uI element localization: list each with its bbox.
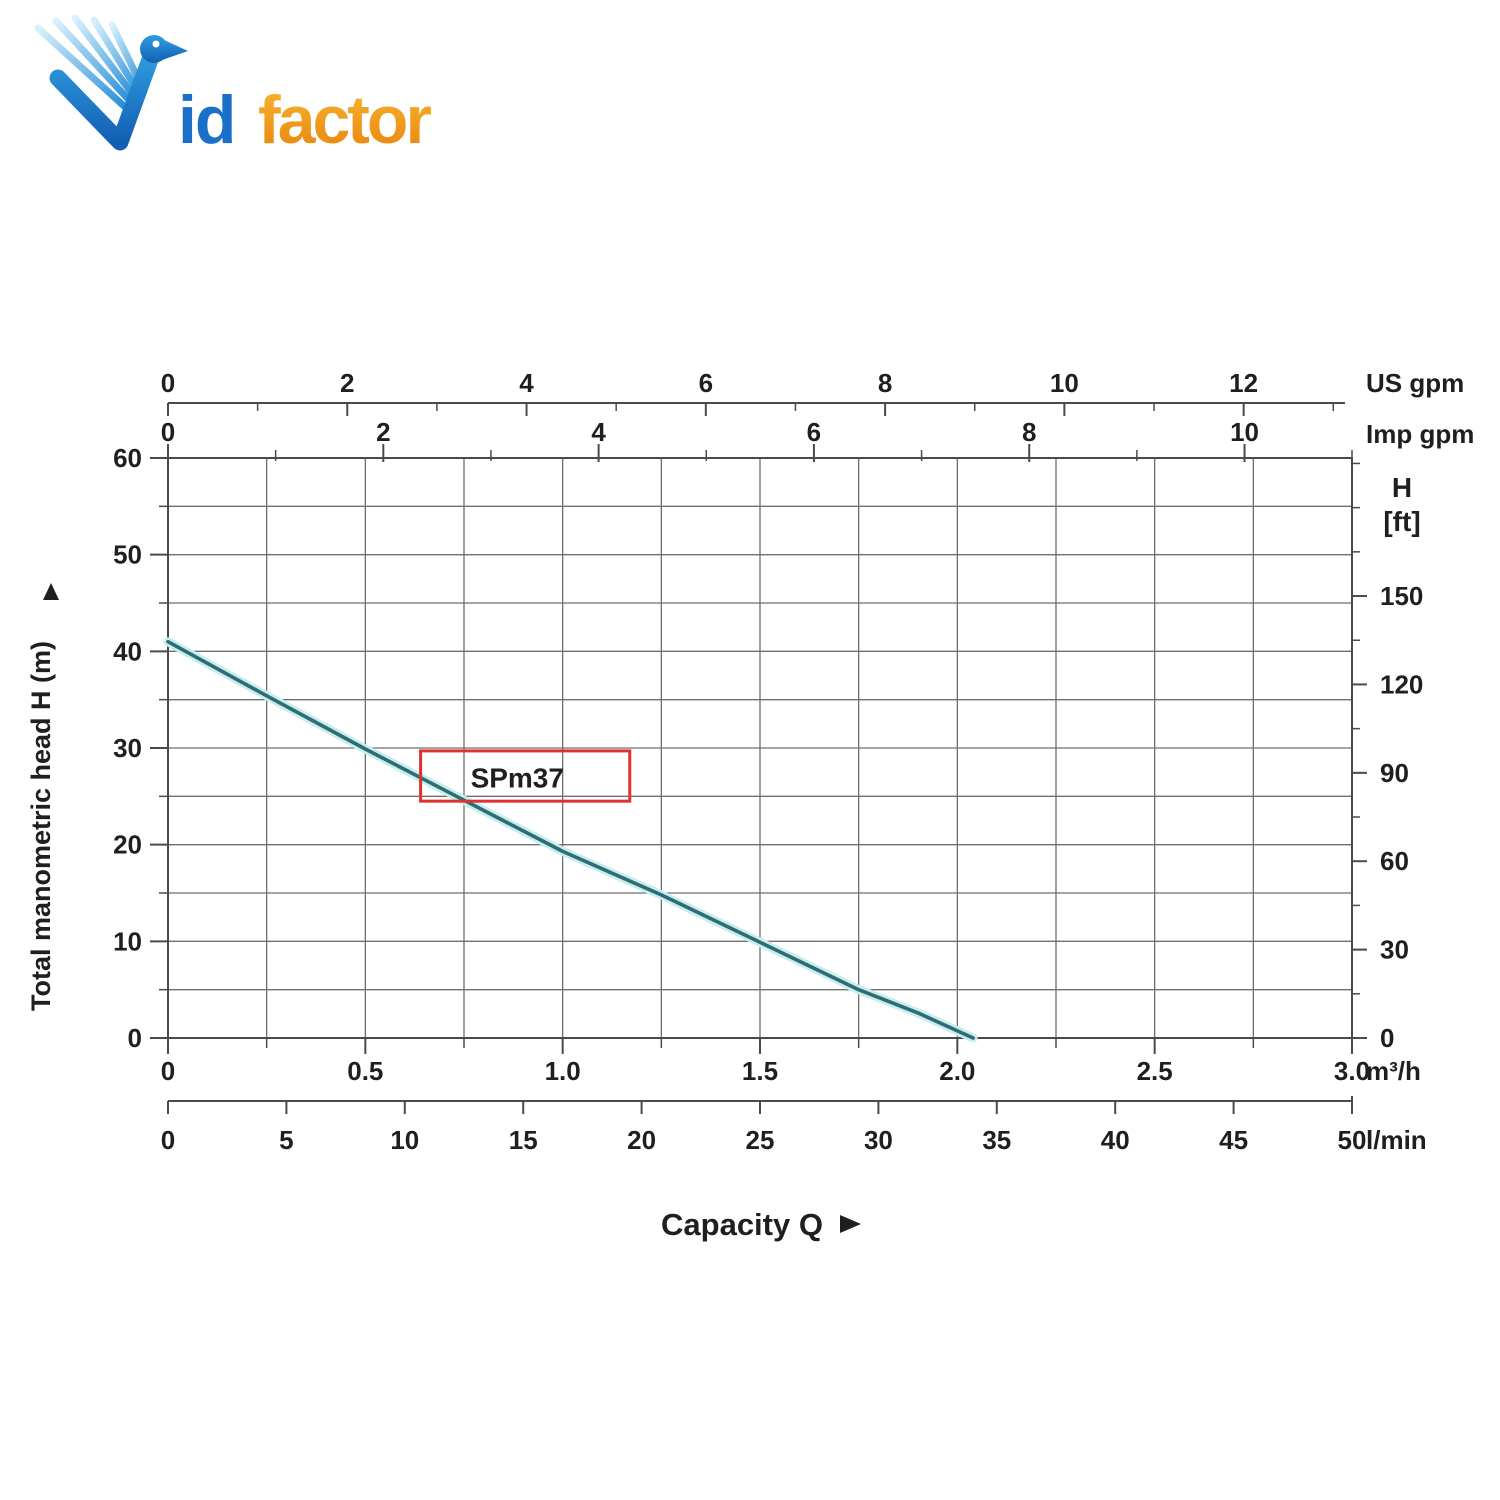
- y-axis-title: Total manometric head H (m): [26, 641, 56, 1011]
- tick-label: 2.0: [939, 1056, 975, 1086]
- tick-label: 50: [113, 540, 142, 570]
- tick-label: 8: [1022, 417, 1036, 447]
- tick-label: 3.0: [1334, 1056, 1370, 1086]
- tick-label: 30: [1380, 935, 1409, 965]
- tick-label: 45: [1219, 1125, 1248, 1155]
- tick-label: 1.0: [545, 1056, 581, 1086]
- pump-curve-halo: [163, 637, 978, 1043]
- tick-label: 35: [982, 1125, 1011, 1155]
- tick-label: 5: [279, 1125, 293, 1155]
- tick-label: 20: [113, 830, 142, 860]
- tick-label: 30: [864, 1125, 893, 1155]
- tick-label: 120: [1380, 669, 1423, 699]
- axis-us-gpm: 0 2 4 6 8 10 12 US gpm: [161, 368, 1464, 416]
- logo-text-factor: factor: [258, 82, 431, 158]
- tick-label: 12: [1229, 368, 1258, 398]
- tick-label: 10: [113, 926, 142, 956]
- tick-label: 20: [627, 1125, 656, 1155]
- vidfactor-logo: id factor: [34, 14, 434, 158]
- axis-unit-label: [ft]: [1383, 506, 1420, 537]
- tick-label: 4: [519, 368, 534, 398]
- tick-label: 4: [591, 417, 606, 447]
- logo-text-id: id: [178, 82, 234, 158]
- tick-label: 10: [390, 1125, 419, 1155]
- tick-label: 2.5: [1137, 1056, 1173, 1086]
- tick-label: 0: [128, 1023, 142, 1053]
- up-arrow-icon: [43, 583, 59, 600]
- capacity-label: Capacity Q: [661, 1207, 823, 1242]
- tick-label: 0: [161, 417, 175, 447]
- axis-m3h: 0 0.5 1.0 1.5 2.0 2.5 3.0m³/h: [161, 1038, 1421, 1086]
- tick-label: 50: [1338, 1125, 1367, 1155]
- tick-label: 0: [1380, 1023, 1394, 1053]
- tick-label: 150: [1380, 581, 1423, 611]
- tick-label: 0: [161, 368, 175, 398]
- axis-head-ft: 0 30 60 90 120 150 H[ft]: [1352, 462, 1423, 1053]
- grid: [168, 458, 1352, 1038]
- axis-unit-label: l/min: [1366, 1125, 1427, 1155]
- axis-unit-label: US gpm: [1366, 368, 1464, 398]
- tick-label: 10: [1050, 368, 1079, 398]
- axis-imp-gpm: 0 2 4 6 8 10 Imp gpm: [161, 417, 1474, 462]
- tick-label: 60: [113, 443, 142, 473]
- tick-label: 90: [1380, 758, 1409, 788]
- axis-lmin: 0 5 10 15 20 25 30 35 40 45 50 l/min: [161, 1096, 1427, 1155]
- tick-label: 0.5: [347, 1056, 383, 1086]
- bird-icon: [34, 14, 188, 151]
- tick-label: 30: [113, 733, 142, 763]
- pump-curve-spm37: [166, 639, 975, 1040]
- tick-label: 6: [699, 368, 713, 398]
- tick-label: 0: [161, 1125, 175, 1155]
- tick-label: 25: [746, 1125, 775, 1155]
- capacity-axis-title: Capacity Q: [661, 1207, 861, 1242]
- tick-label: 10: [1230, 417, 1259, 447]
- right-arrow-icon: [840, 1215, 861, 1233]
- tick-label: 8: [878, 368, 892, 398]
- tick-label: 6: [807, 417, 821, 447]
- annotation-box: [419, 749, 632, 803]
- tick-label: 60: [1380, 846, 1409, 876]
- tick-label: 2: [340, 368, 354, 398]
- tick-label: 2: [376, 417, 390, 447]
- axis-unit-label: H: [1392, 472, 1412, 503]
- axis-head-m: 0 10 20 30 40 50 60 Total manometric head H (m): [26, 443, 168, 1053]
- tick-label: 15: [509, 1125, 538, 1155]
- axis-unit-label: m³/h: [1366, 1056, 1421, 1086]
- tick-label: 40: [113, 636, 142, 666]
- series-label-spm37: SPm37: [471, 763, 564, 794]
- axis-unit-label: Imp gpm: [1366, 419, 1474, 449]
- tick-label: 0: [161, 1056, 175, 1086]
- tick-label: 1.5: [742, 1056, 778, 1086]
- tick-label: 40: [1101, 1125, 1130, 1155]
